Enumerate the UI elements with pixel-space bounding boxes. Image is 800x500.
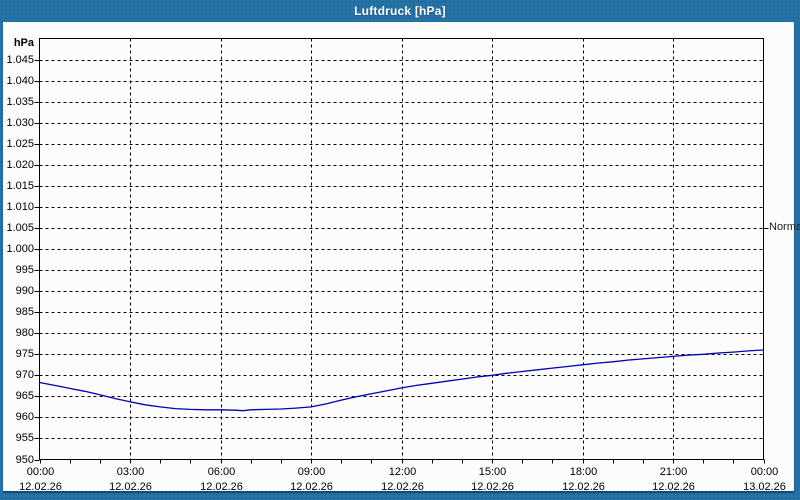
chart-panel <box>3 22 795 493</box>
titlebar[interactable]: Luftdruck [hPa] <box>0 0 800 22</box>
window-title: Luftdruck [hPa] <box>354 4 446 18</box>
